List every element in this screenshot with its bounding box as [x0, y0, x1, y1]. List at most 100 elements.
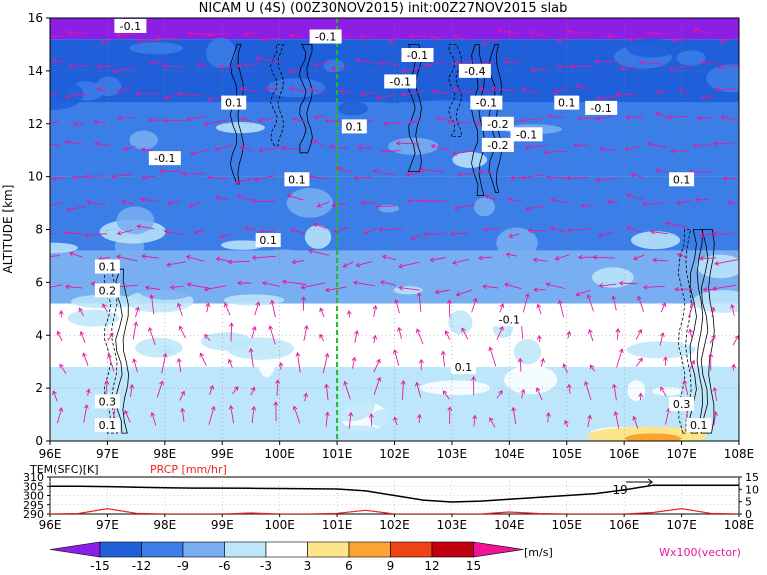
wind-vector-arrow — [597, 231, 615, 238]
wind-vector-arrow — [489, 417, 496, 428]
wind-vector-arrow — [562, 363, 568, 374]
wind-vector-arrow — [407, 198, 423, 204]
longitude-tick-label: 102E — [379, 447, 410, 461]
wind-vector-arrow — [414, 381, 422, 398]
contour-label-box — [481, 137, 514, 152]
wind-vector-arrow — [218, 64, 233, 70]
wind-vector-arrow — [261, 37, 282, 43]
surface-longitude-tick-label: 106E — [609, 518, 640, 532]
wind-vector-arrow — [348, 411, 354, 429]
wind-vector-arrow — [529, 67, 548, 73]
altitude-tick-label: 6 — [35, 275, 43, 289]
color-bar-unit: [m/s] — [524, 546, 553, 559]
contour-label-box — [384, 74, 417, 89]
u-field-patch — [50, 242, 78, 253]
u-field-patch — [377, 204, 400, 213]
wind-vector-arrow — [483, 226, 500, 232]
wind-vector-arrow — [313, 114, 325, 120]
wind-vector-arrow — [253, 175, 276, 182]
color-bar-segment — [224, 541, 267, 558]
wind-vector-arrow — [586, 293, 594, 312]
wind-vector-arrow — [503, 59, 520, 65]
wind-vector-arrow — [611, 383, 617, 401]
wind-vector-arrow — [129, 383, 135, 397]
wind-vector-arrow — [429, 35, 444, 41]
wind-vector-arrow — [343, 380, 351, 400]
wind-vector-arrow — [688, 328, 694, 341]
w-contour-line — [471, 44, 486, 196]
color-bar-level-label: 3 — [304, 559, 312, 573]
surface-longitude-tick-label: 108E — [724, 518, 755, 532]
wind-vector-arrow — [353, 175, 372, 181]
contour-label-text: -0.2 — [487, 118, 508, 131]
u-field-patch — [627, 380, 646, 401]
contour-label: 0.1 — [94, 418, 120, 433]
wind-vector-arrow — [650, 229, 668, 235]
wind-vector-arrow — [158, 168, 183, 174]
wind-vector-arrow — [264, 86, 279, 92]
wind-vector-arrow — [219, 233, 232, 239]
wind-vector-arrow — [50, 233, 58, 235]
wind-vector-arrow — [203, 285, 227, 292]
u-field-patch — [433, 433, 474, 441]
u-field-patch — [304, 225, 332, 249]
contour-label-text: 0.1 — [259, 234, 277, 247]
contour-label-text: 0.1 — [690, 419, 708, 432]
vector-scale-label: Wx100(vector) — [659, 546, 741, 559]
wind-vector-arrow — [517, 357, 523, 372]
wind-vector-arrow — [615, 328, 621, 340]
wind-vector-arrow — [150, 411, 157, 426]
wind-vector-arrow — [156, 380, 164, 398]
longitude-tick-label: 106E — [609, 447, 640, 461]
color-bar-level-label: 6 — [345, 559, 353, 573]
wind-vector-arrow — [300, 282, 325, 290]
contour-label-text: 0.1 — [455, 361, 473, 374]
longitude-tick-label: 96E — [39, 447, 62, 461]
wind-vector-arrow — [436, 116, 448, 122]
contour-label-box — [401, 48, 434, 63]
u-field-patch — [161, 403, 195, 413]
wind-vector-arrow — [96, 87, 108, 92]
wind-vector-arrow — [258, 147, 280, 153]
wind-vector-arrow — [545, 282, 565, 289]
contour-label-box — [450, 359, 476, 374]
wind-vector-arrow — [682, 379, 689, 396]
wind-vector-arrow — [161, 63, 184, 69]
wind-vector-arrow — [203, 119, 227, 127]
wind-vector-arrow — [452, 34, 470, 41]
wind-vector-arrow — [418, 358, 424, 370]
wind-vector-arrow — [313, 62, 331, 67]
wind-vector-arrow — [135, 91, 160, 97]
longitude-tick-label: 108E — [724, 447, 755, 461]
wind-vector-arrow — [421, 198, 447, 204]
wind-vector-arrow — [646, 141, 667, 148]
wind-vector-arrow — [566, 29, 590, 35]
wind-vector-arrow — [520, 388, 526, 399]
wind-vector-arrow — [611, 295, 617, 311]
wind-vector-arrow — [324, 286, 347, 293]
wind-vector-arrow — [484, 194, 497, 201]
wind-vector-arrow — [363, 228, 377, 235]
contour-labels: -0.1 -0.1 -0.1 -0.4 -0.1 0.1 0.1 -0.1 -0.2 0.1 -0.… — [94, 18, 712, 433]
wind-vector-arrow — [50, 144, 60, 146]
wind-vector-arrow — [94, 141, 110, 147]
wind-vector-arrow — [148, 117, 162, 123]
wind-vector-arrow — [387, 36, 399, 44]
contour-label-text: -0.1 — [499, 313, 520, 326]
wind-vector-arrow — [577, 254, 594, 260]
wind-vector-arrow — [598, 283, 617, 289]
wind-vector-arrow — [654, 111, 669, 119]
wind-vector-arrow — [65, 284, 83, 290]
wind-vector-arrow — [398, 261, 420, 269]
u-field-patch — [50, 78, 84, 111]
wind-vector-arrow — [669, 65, 693, 72]
u-field-patch — [496, 227, 538, 259]
wind-vector-arrow — [505, 252, 518, 258]
contour-label-box — [94, 394, 120, 409]
wind-vector-arrow — [616, 348, 624, 368]
wind-vector-arrow — [660, 386, 667, 397]
contour-label-text: -0.1 — [407, 49, 428, 62]
color-bar-level-label: -6 — [219, 559, 231, 573]
wind-vector-arrow — [136, 224, 155, 230]
